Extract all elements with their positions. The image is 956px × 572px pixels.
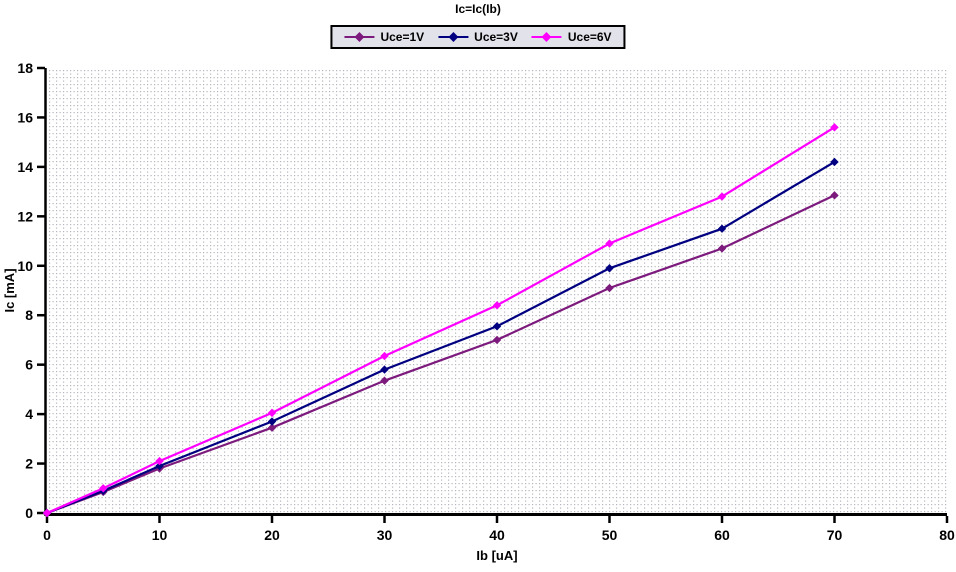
legend-label-uce-6v: Uce=6V: [567, 30, 612, 44]
diamond-marker-icon: [492, 322, 502, 331]
diamond-marker-icon: [380, 351, 389, 361]
svg-text:6: 6: [25, 357, 33, 373]
plot-wall: [47, 68, 947, 513]
svg-text:50: 50: [602, 527, 618, 543]
legend-item-uce-1v: Uce=1V: [344, 30, 424, 44]
y-axis-ticks: 0 2 4 6 8 10 12 14 16 18: [17, 60, 45, 521]
diamond-marker-icon: [155, 456, 164, 466]
diamond-marker-icon: [605, 283, 614, 293]
svg-text:10: 10: [17, 258, 33, 274]
diamond-marker-icon: [380, 376, 389, 385]
y-axis-label: Ic [mA]: [2, 268, 17, 312]
chart-title: Ic=Ic(Ib): [455, 2, 501, 16]
svg-text:40: 40: [489, 527, 505, 543]
svg-text:0: 0: [25, 505, 33, 521]
svg-text:8: 8: [25, 307, 33, 323]
legend-line-sample-uce-3v: [438, 32, 469, 42]
diamond-marker-icon: [155, 461, 164, 471]
x-axis-ticks: 0 10 20 30 40 50 60 70 80: [43, 516, 955, 543]
svg-text:2: 2: [25, 456, 33, 472]
svg-text:12: 12: [17, 208, 33, 224]
diamond-marker-icon: [830, 123, 839, 132]
svg-text:16: 16: [17, 109, 33, 125]
svg-text:10: 10: [152, 527, 168, 543]
svg-text:14: 14: [17, 159, 33, 175]
diamond-marker-icon: [541, 32, 552, 42]
diamond-marker-icon: [717, 192, 727, 201]
legend-line-sample-uce-6v: [531, 32, 562, 42]
diamond-marker-icon: [717, 244, 727, 253]
diamond-marker-icon: [830, 191, 839, 200]
legend-item-uce-6v: Uce=6V: [531, 30, 612, 44]
svg-text:4: 4: [25, 406, 33, 422]
legend-line-sample-uce-1v: [344, 32, 375, 42]
diamond-marker-icon: [492, 301, 502, 310]
diamond-marker-icon: [605, 239, 614, 248]
diamond-marker-icon: [492, 335, 502, 345]
diamond-marker-icon: [354, 32, 365, 42]
legend-label-uce-3v: Uce=3V: [474, 30, 518, 44]
x-axis-label: Ib [uA]: [476, 548, 517, 563]
diamond-marker-icon: [267, 417, 277, 426]
diamond-marker-icon: [42, 508, 52, 518]
svg-text:70: 70: [827, 527, 843, 543]
series-uce-6v: [42, 123, 839, 518]
legend-label-uce-1v: Uce=1V: [380, 30, 425, 44]
svg-text:18: 18: [17, 60, 33, 76]
diamond-marker-icon: [605, 264, 614, 273]
svg-text:0: 0: [43, 527, 51, 543]
diamond-marker-icon: [267, 423, 277, 432]
diamond-marker-icon: [448, 32, 459, 42]
diamond-marker-icon: [99, 484, 108, 493]
diamond-marker-icon: [380, 365, 389, 374]
legend-item-uce-3v: Uce=3V: [438, 30, 518, 44]
svg-text:60: 60: [714, 527, 730, 543]
svg-text:80: 80: [939, 527, 955, 543]
axes: [44, 68, 947, 516]
diamond-marker-icon: [717, 224, 727, 233]
diamond-marker-icon: [830, 157, 839, 167]
svg-text:30: 30: [377, 527, 393, 543]
svg-text:20: 20: [264, 527, 280, 543]
legend: Uce=1V Uce=3V Uce=6V: [330, 25, 626, 49]
diamond-marker-icon: [267, 408, 277, 418]
